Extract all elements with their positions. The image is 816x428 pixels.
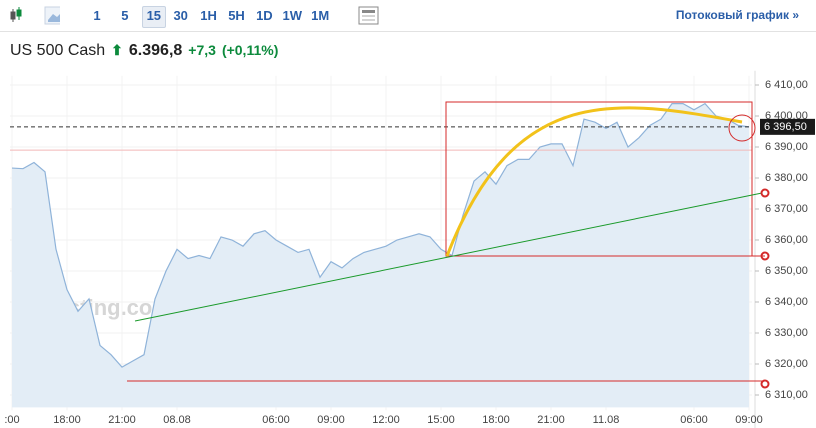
- line: [11, 102, 750, 368]
- interval-button[interactable]: 1H: [200, 8, 217, 23]
- interval-button[interactable]: 15: [141, 6, 166, 28]
- y-tick-label: 6 370,00: [765, 203, 808, 215]
- chart-type-icons[interactable]: [0, 0, 60, 31]
- x-tick-label: 08.08: [163, 414, 191, 426]
- x-tick-label: 18:00: [53, 414, 81, 426]
- quote-header: US 500 Cash ⬆ 6.396,8 +7,3 (+0,11%): [10, 42, 278, 60]
- x-tick-label: 15:00: [427, 414, 455, 426]
- handle: [760, 188, 770, 198]
- price: 6.396,8: [128, 42, 183, 59]
- x-tick-label: 09:00: [317, 414, 345, 426]
- change-pct: (+0,11%): [221, 42, 279, 58]
- y-tick-label: 6 410,00: [765, 79, 808, 91]
- y-tick-label: 6 360,00: [765, 234, 808, 246]
- change: +7,3: [188, 42, 216, 58]
- interval-button[interactable]: 1M: [311, 8, 330, 23]
- fullscreen-icon[interactable]: [358, 6, 380, 26]
- interval-button[interactable]: 1D: [256, 8, 273, 23]
- handle: [760, 251, 770, 261]
- price-label-box: [760, 118, 815, 135]
- stream-link[interactable]: Потоковый график »: [675, 8, 799, 22]
- interval-button[interactable]: 1W: [282, 8, 303, 23]
- trend-line: [134, 192, 763, 322]
- user-drawings: [127, 101, 770, 389]
- interval-button[interactable]: 5: [121, 8, 129, 23]
- x-tick-label: 06:00: [262, 414, 290, 426]
- interval-button[interactable]: 1: [93, 8, 101, 23]
- y-tick-label: 6 320,00: [765, 358, 808, 370]
- y-tick-label: 6 340,00: [765, 296, 808, 308]
- x-tick-label: 09:00: [735, 414, 763, 426]
- y-tick-label: 6 310,00: [765, 389, 808, 401]
- up-arrow: ⬆: [111, 42, 123, 58]
- area: [12, 103, 749, 408]
- price-label: 6 396,50: [764, 121, 807, 133]
- toolbar: 1 5 15 30 1H 5H 1D 1W 1M Потоковый график »: [0, 0, 816, 32]
- instrument-name: US 500 Cash: [10, 42, 106, 59]
- x-tick-label: 21:00: [108, 414, 136, 426]
- y-tick-label: 6 330,00: [765, 327, 808, 339]
- x-tick-label: 06:00: [680, 414, 708, 426]
- x-tick-label: :00: [4, 414, 19, 426]
- arc-drawing: [445, 106, 743, 257]
- y-tick-label: 6 390,00: [765, 141, 808, 153]
- x-tick-label: 12:00: [372, 414, 400, 426]
- x-tick-label: 11.08: [593, 414, 620, 426]
- y-tick-label: 6 380,00: [765, 172, 808, 184]
- interval-button[interactable]: 30: [173, 8, 188, 23]
- interval-button[interactable]: 5H: [228, 8, 245, 23]
- handle: [760, 379, 770, 389]
- x-tick-label: 21:00: [537, 414, 565, 426]
- drawing-circle: [728, 114, 756, 142]
- x-tick-label: 18:00: [482, 414, 510, 426]
- y-tick-label: 6 350,00: [765, 265, 808, 277]
